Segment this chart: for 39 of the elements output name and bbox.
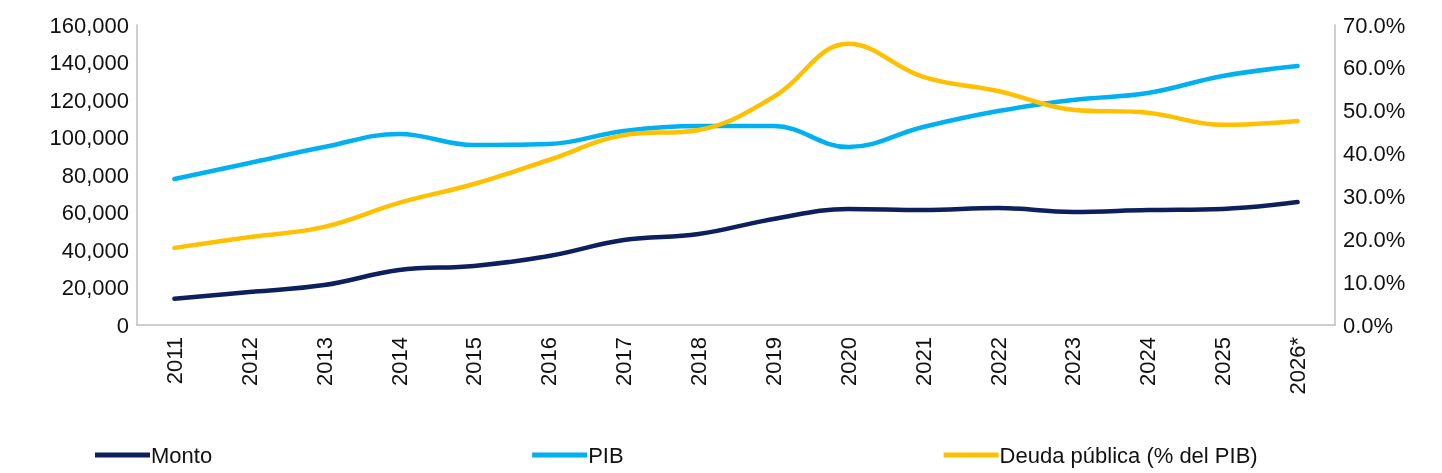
legend-label: Deuda pública (% del PIB) — [999, 442, 1258, 468]
legend-label: Monto — [151, 442, 213, 468]
y-tick-label: 80,000 — [61, 162, 129, 188]
y2-tick-label: 60.0% — [1343, 55, 1406, 81]
y-tick-label: 160,000 — [49, 12, 129, 38]
x-tick-label: 2025 — [1210, 337, 1236, 386]
y-tick-label: 40,000 — [61, 237, 129, 263]
x-tick-label: 2024 — [1135, 337, 1161, 386]
x-tick-label: 2014 — [386, 337, 412, 386]
x-tick-label: 2015 — [461, 337, 487, 386]
y-tick-label: 140,000 — [49, 50, 129, 75]
x-tick-label: 2017 — [611, 337, 637, 386]
x-tick-label: 2021 — [910, 337, 936, 386]
x-tick-label: 2018 — [686, 337, 712, 386]
x-tick-label: 2013 — [311, 337, 337, 386]
y-tick-label: 60,000 — [61, 200, 129, 225]
y-tick-label: 0 — [116, 312, 129, 338]
y2-tick-label: 30.0% — [1343, 183, 1406, 209]
x-tick-label: 2020 — [835, 337, 861, 386]
legend-label: PIB — [588, 442, 624, 468]
line-series — [172, 41, 1300, 251]
x-tick-label: 2026* — [1285, 336, 1311, 395]
y2-tick-label: 70.0% — [1343, 12, 1406, 38]
x-tick-label: 2016 — [536, 337, 562, 386]
line-series — [172, 63, 1300, 182]
y2-tick-label: 40.0% — [1343, 141, 1406, 167]
y-tick-label: 20,000 — [61, 275, 129, 300]
y2-tick-label: 10.0% — [1343, 269, 1406, 295]
y2-tick-label: 0.0% — [1343, 312, 1394, 338]
y-tick-label: 120,000 — [49, 87, 129, 113]
x-tick-label: 2012 — [236, 337, 262, 386]
x-tick-label: 2023 — [1060, 337, 1086, 386]
x-tick-label: 2011 — [161, 337, 187, 385]
y2-tick-label: 50.0% — [1343, 98, 1406, 124]
x-tick-label: 2019 — [760, 337, 786, 386]
x-tick-label: 2022 — [985, 337, 1011, 386]
y2-tick-label: 20.0% — [1343, 226, 1406, 252]
line-series — [172, 199, 1300, 301]
y-tick-label: 100,000 — [49, 125, 129, 150]
